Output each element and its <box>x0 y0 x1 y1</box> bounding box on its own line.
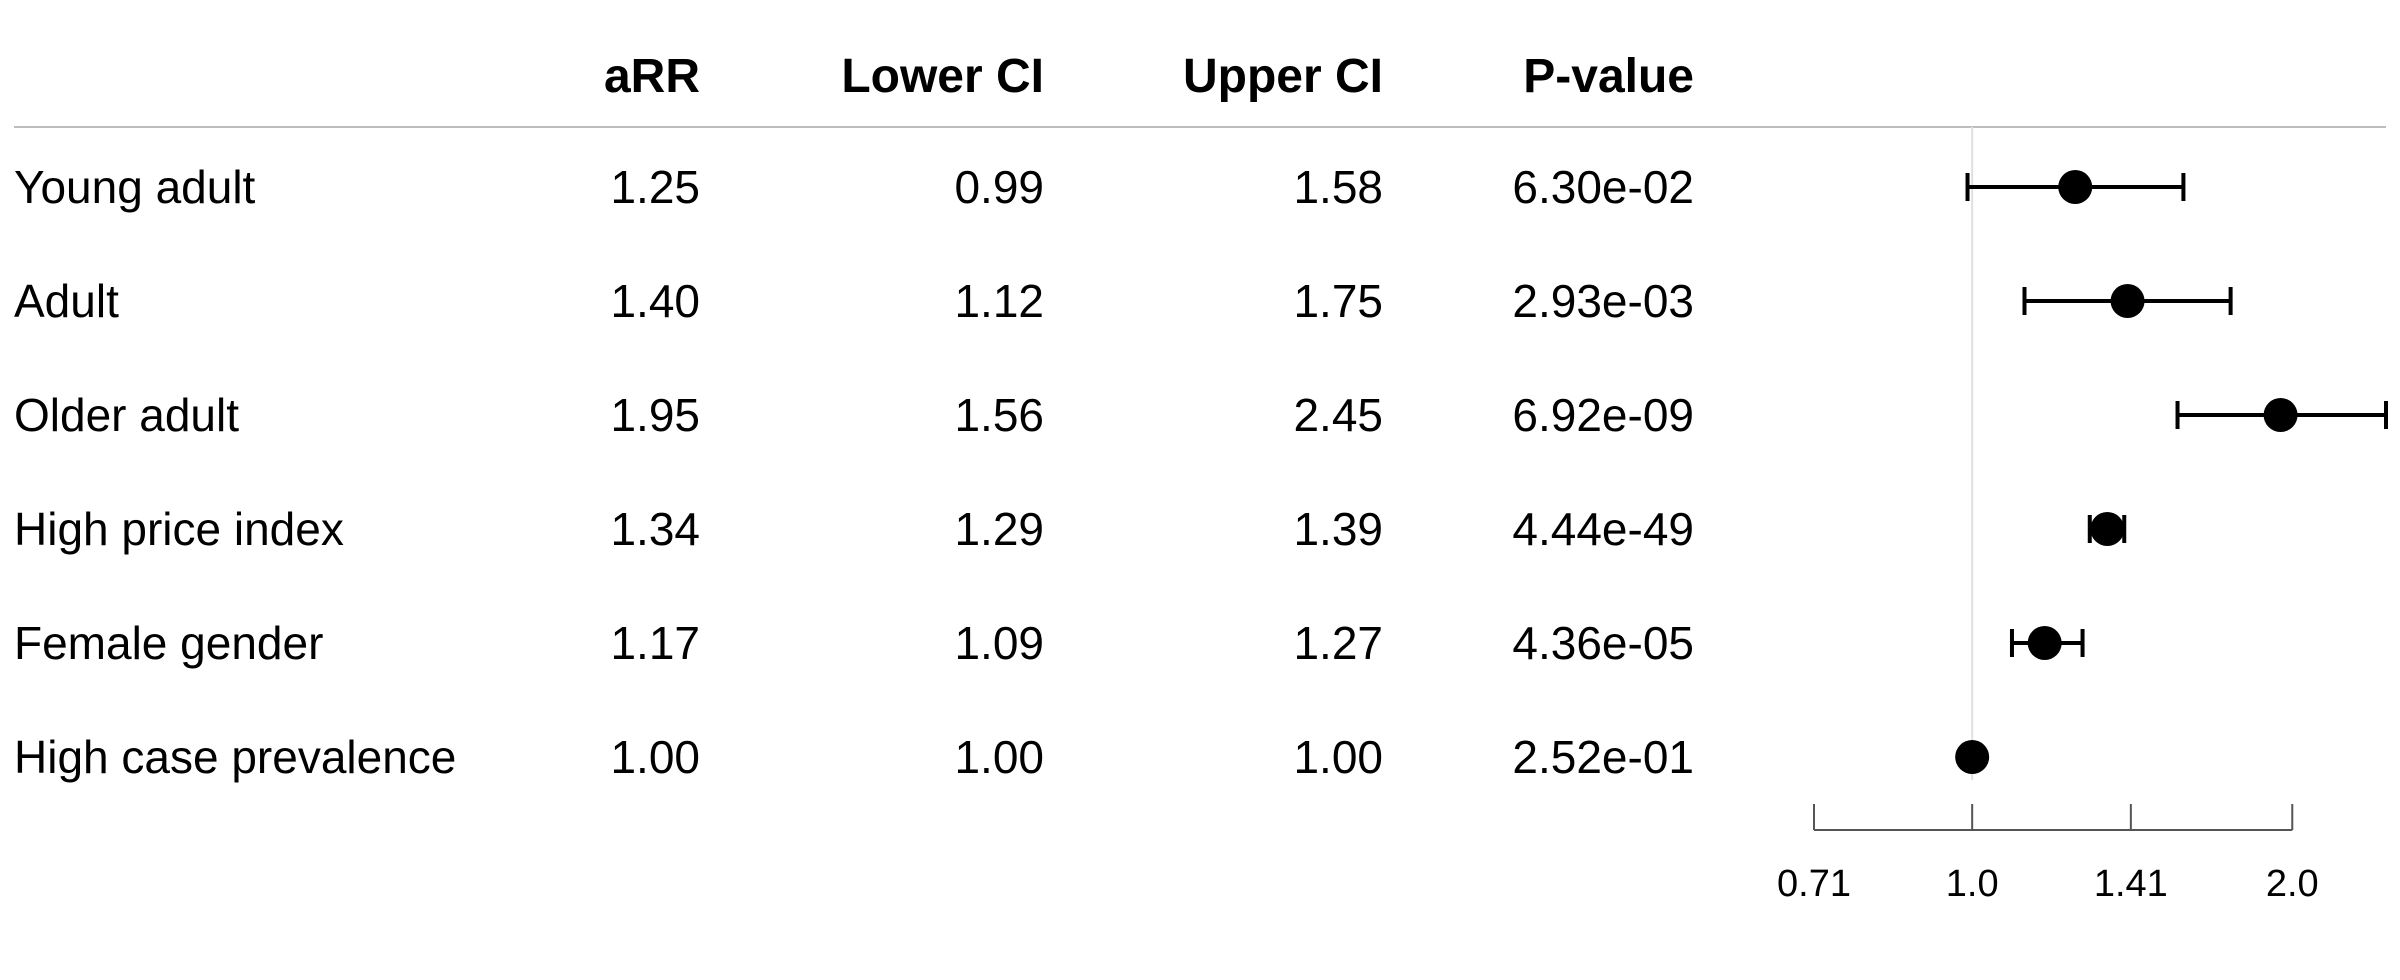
cell-lower-ci: 1.00 <box>954 731 1044 783</box>
cell-arr: 1.95 <box>610 389 700 441</box>
column-headers: aRR Lower CI Upper CI P-value <box>604 50 1694 103</box>
cell-p-value: 4.44e-49 <box>1512 503 1694 555</box>
header-p-value: P-value <box>1523 50 1694 103</box>
point-estimate <box>2263 398 2298 432</box>
header-arr: aRR <box>604 50 700 103</box>
cell-arr: 1.40 <box>610 275 700 327</box>
cell-arr: 1.25 <box>610 161 700 213</box>
plot-marks <box>1955 170 2388 774</box>
cell-lower-ci: 1.12 <box>954 275 1044 327</box>
cell-upper-ci: 1.75 <box>1293 275 1383 327</box>
cell-upper-ci: 1.39 <box>1293 503 1383 555</box>
cell-p-value: 6.92e-09 <box>1512 389 1694 441</box>
cell-upper-ci: 1.58 <box>1293 161 1383 213</box>
cell-p-value: 6.30e-02 <box>1512 161 1694 213</box>
cell-lower-ci: 0.99 <box>954 161 1044 213</box>
point-estimate <box>2027 626 2062 660</box>
row-label: High price index <box>14 503 344 555</box>
x-axis: 0.71 1.0 1.41 2.0 <box>1777 804 2319 905</box>
row-label: Older adult <box>14 389 239 441</box>
point-estimate <box>2090 512 2125 546</box>
x-tick-label: 1.41 <box>2094 863 2168 905</box>
cell-upper-ci: 1.27 <box>1293 617 1383 669</box>
x-tick-label: 0.71 <box>1777 863 1851 905</box>
cell-arr: 1.00 <box>610 731 700 783</box>
cell-lower-ci: 1.09 <box>954 617 1044 669</box>
header-upper-ci: Upper CI <box>1183 50 1383 103</box>
cell-p-value: 2.93e-03 <box>1512 275 1694 327</box>
header-lower-ci: Lower CI <box>841 50 1044 103</box>
point-estimate <box>2110 284 2145 318</box>
cell-lower-ci: 1.56 <box>954 389 1044 441</box>
row-label: Adult <box>14 275 119 327</box>
row-label: High case prevalence <box>14 731 456 783</box>
table-rows: Young adult 1.25 0.99 1.58 6.30e-02 Adult 1.40… <box>14 161 1694 783</box>
cell-p-value: 4.36e-05 <box>1512 617 1694 669</box>
point-estimate <box>2058 170 2093 204</box>
cell-upper-ci: 2.45 <box>1293 389 1383 441</box>
cell-lower-ci: 1.29 <box>954 503 1044 555</box>
x-tick-label: 2.0 <box>2266 863 2319 905</box>
cell-arr: 1.34 <box>610 503 700 555</box>
cell-p-value: 2.52e-01 <box>1512 731 1694 783</box>
cell-arr: 1.17 <box>610 617 700 669</box>
x-tick-label: 1.0 <box>1946 863 1999 905</box>
row-label: Young adult <box>14 161 256 213</box>
cell-upper-ci: 1.00 <box>1293 731 1383 783</box>
row-label: Female gender <box>14 617 323 669</box>
point-estimate <box>1955 740 1990 774</box>
